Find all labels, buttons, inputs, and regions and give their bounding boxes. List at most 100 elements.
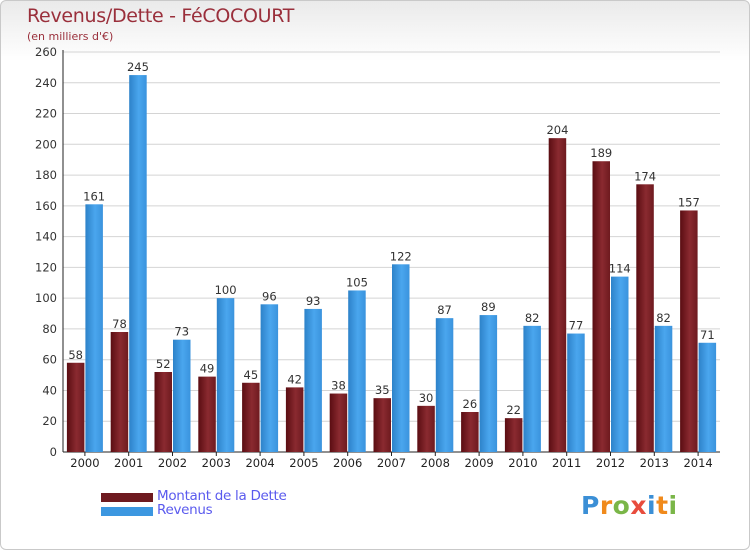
revenue-bar xyxy=(435,318,454,452)
y-tick-label: 80 xyxy=(42,322,57,336)
data-label: 245 xyxy=(127,60,149,74)
y-tick-label: 0 xyxy=(50,445,57,459)
x-tick-label: 2009 xyxy=(464,456,493,470)
revenue-bar xyxy=(567,333,585,452)
data-label: 89 xyxy=(481,300,496,314)
x-tick-label: 2011 xyxy=(552,456,581,470)
data-label: 93 xyxy=(306,294,321,308)
revenue-bar xyxy=(173,339,191,452)
revenue-bar xyxy=(654,325,673,452)
debt-bar xyxy=(373,398,391,452)
data-label: 49 xyxy=(200,362,215,376)
data-label: 174 xyxy=(634,169,656,183)
x-tick-label: 2002 xyxy=(158,456,187,470)
debt-bar xyxy=(504,418,523,452)
y-tick-label: 40 xyxy=(42,383,57,397)
debt-bar xyxy=(66,362,85,452)
revenue-bar xyxy=(304,308,322,452)
x-tick-label: 2003 xyxy=(202,456,231,470)
y-tick-label: 180 xyxy=(35,168,57,182)
data-label: 30 xyxy=(419,391,434,405)
data-label: 77 xyxy=(569,319,584,333)
x-tick-label: 2010 xyxy=(508,456,537,470)
logo-letter: r xyxy=(599,491,613,520)
data-label: 38 xyxy=(331,379,346,393)
revenue-bar xyxy=(348,290,366,452)
x-tick-label: 2004 xyxy=(245,456,274,470)
legend-swatch-debt xyxy=(101,493,153,502)
y-tick-label: 240 xyxy=(35,76,57,90)
y-tick-label: 260 xyxy=(35,45,57,59)
logo-letter: o xyxy=(612,491,631,520)
legend-swatch-revenue xyxy=(101,507,153,516)
x-tick-label: 2013 xyxy=(640,456,669,470)
data-label: 22 xyxy=(506,403,521,417)
logo-letter: x xyxy=(630,491,647,520)
revenue-bar xyxy=(392,264,410,452)
y-tick-label: 20 xyxy=(42,414,57,428)
data-label: 114 xyxy=(609,262,631,276)
data-label: 73 xyxy=(174,325,189,339)
x-tick-label: 2014 xyxy=(683,456,712,470)
x-tick-label: 2001 xyxy=(114,456,143,470)
logo-letter: i xyxy=(647,491,657,520)
debt-bar xyxy=(242,382,260,452)
revenue-bar xyxy=(698,342,717,452)
y-tick-label: 160 xyxy=(35,199,57,213)
proxiti-logo: Proxiti xyxy=(581,491,678,520)
data-label: 204 xyxy=(546,123,568,137)
data-label: 71 xyxy=(700,328,715,342)
data-label: 42 xyxy=(287,372,302,386)
data-label: 189 xyxy=(590,146,612,160)
data-label: 82 xyxy=(656,311,671,325)
x-tick-label: 2008 xyxy=(421,456,450,470)
legend-label-revenue: Revenus xyxy=(157,502,213,518)
data-label: 105 xyxy=(346,275,368,289)
y-tick-label: 140 xyxy=(35,230,57,244)
data-label: 35 xyxy=(375,383,390,397)
revenue-bar xyxy=(479,315,498,452)
data-label: 161 xyxy=(83,189,105,203)
y-tick-label: 120 xyxy=(35,260,57,274)
data-label: 100 xyxy=(215,283,237,297)
debt-bar xyxy=(461,412,479,452)
debt-bar xyxy=(198,376,216,452)
data-label: 82 xyxy=(525,311,540,325)
debt-bar xyxy=(680,210,698,452)
debt-bar xyxy=(548,138,567,452)
debt-bar xyxy=(417,405,435,452)
data-label: 58 xyxy=(68,348,83,362)
debt-bar xyxy=(592,161,610,452)
debt-bar xyxy=(636,184,654,453)
x-tick-label: 2000 xyxy=(70,456,99,470)
x-tick-label: 2012 xyxy=(596,456,625,470)
y-tick-label: 200 xyxy=(35,137,57,151)
data-label: 78 xyxy=(112,317,127,331)
data-label: 157 xyxy=(678,195,700,209)
revenue-bar xyxy=(611,276,629,452)
x-tick-label: 2007 xyxy=(377,456,406,470)
y-tick-label: 220 xyxy=(35,107,57,121)
y-tick-label: 100 xyxy=(35,291,57,305)
data-label: 96 xyxy=(262,289,277,303)
debt-bar xyxy=(285,387,304,452)
data-label: 122 xyxy=(390,249,412,263)
revenue-bar xyxy=(260,304,279,452)
legend-label-debt: Montant de la Dette xyxy=(157,488,287,504)
logo-letter: i xyxy=(668,491,678,520)
revenue-bar xyxy=(523,325,541,452)
debt-bar xyxy=(154,372,172,452)
chart-title: Revenus/Dette - FéCOCOURT xyxy=(27,5,295,27)
revenue-bar xyxy=(85,204,103,452)
data-label: 87 xyxy=(437,303,452,317)
y-tick-label: 60 xyxy=(42,353,57,367)
data-label: 52 xyxy=(156,357,171,371)
chart-subtitle: (en milliers d'€) xyxy=(27,30,114,43)
logo-letter: t xyxy=(656,491,669,520)
data-label: 26 xyxy=(463,397,478,411)
revenue-bar xyxy=(216,298,235,452)
x-tick-label: 2006 xyxy=(333,456,362,470)
debt-bar xyxy=(110,332,129,452)
